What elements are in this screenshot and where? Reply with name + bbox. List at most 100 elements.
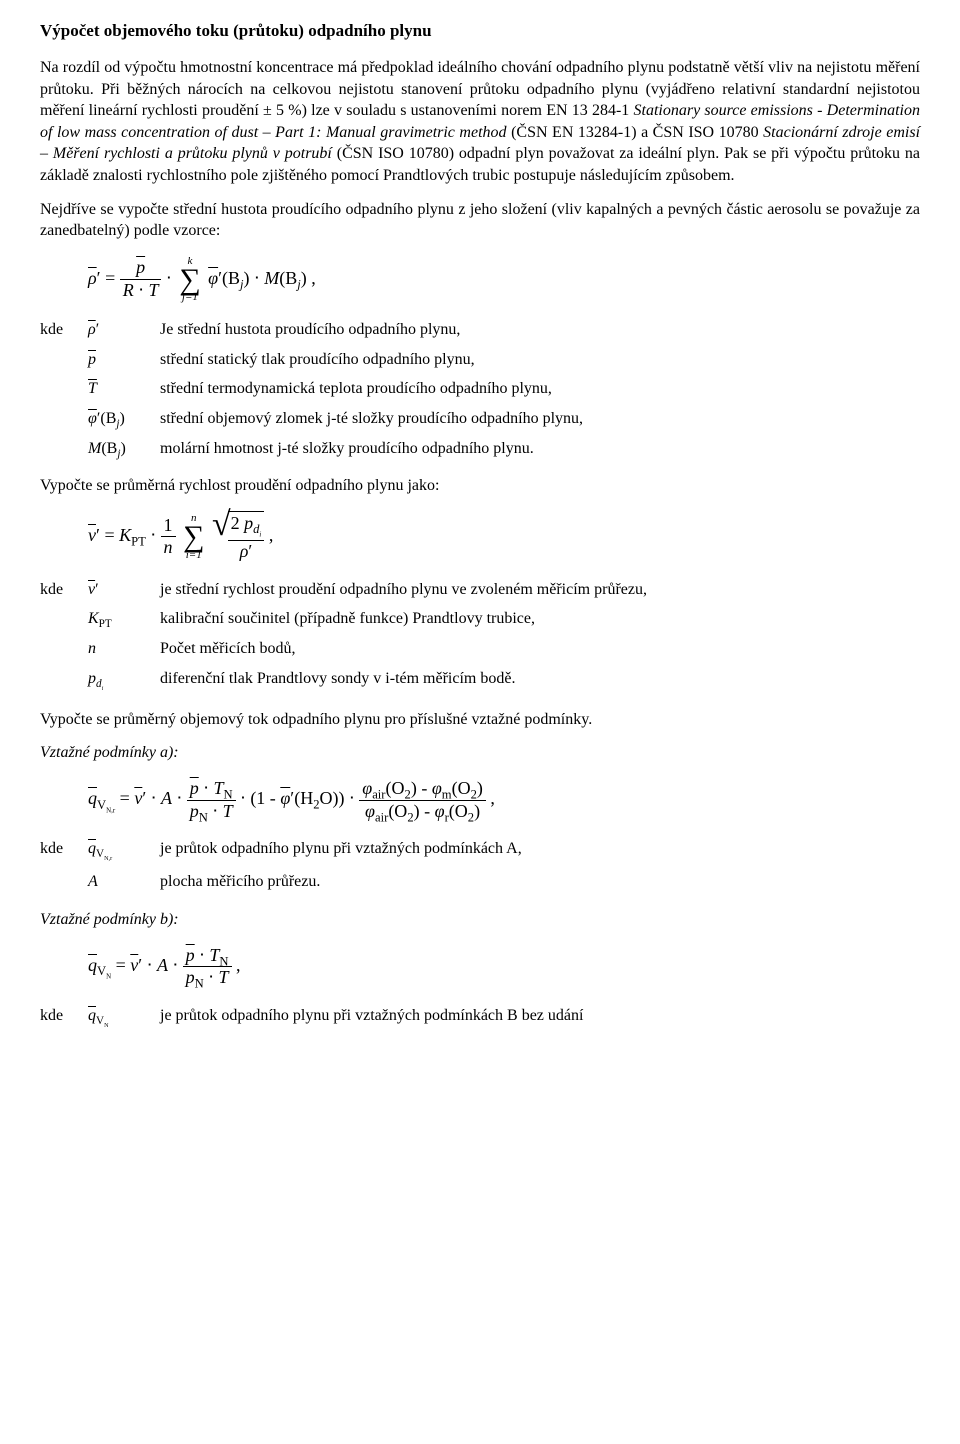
- eq4: =: [116, 955, 126, 975]
- V3: V: [97, 798, 106, 812]
- K: K: [119, 525, 131, 545]
- one-minus: (1 -: [250, 788, 276, 808]
- dot2: ⋅: [254, 268, 260, 288]
- frac-p-RT: p R ⋅ T: [120, 257, 162, 301]
- n: n: [164, 537, 173, 557]
- B2: B: [285, 268, 297, 288]
- definitions-3: kde qVN,r je průtok odpadního plynu při …: [40, 836, 920, 895]
- phi-air2: φ: [365, 801, 375, 821]
- definitions-4: kde qVN je průtok odpadního plynu při vz…: [40, 1003, 920, 1032]
- def-T-sym: T: [88, 376, 152, 402]
- R-den: R: [123, 280, 134, 300]
- def-M-desc: molární hmotnost j-té složky proudícího …: [160, 436, 920, 462]
- eq3: =: [120, 788, 130, 808]
- dot7: ⋅: [349, 788, 355, 808]
- formula-flow-b: qVN = v′ ⋅ A ⋅ p ⋅ TN pN ⋅ T ,: [88, 945, 920, 989]
- sqrt: √ 2 pdi ρ′: [212, 511, 264, 563]
- dot5: ⋅: [176, 788, 182, 808]
- pN3: p: [190, 801, 199, 821]
- frac-phiO2: φair(O2) - φm(O2) φair(O2) - φr(O2): [359, 778, 486, 822]
- def-n-desc: Počet měřicích bodů,: [160, 636, 920, 662]
- eq2: =: [104, 525, 114, 545]
- h2o: H2O: [300, 788, 332, 808]
- M: M: [264, 268, 279, 288]
- q4: q: [88, 955, 97, 975]
- def-KPT-sym: KPT: [88, 606, 152, 632]
- def-qVNr-desc: je průtok odpadního plynu při vztažných …: [160, 836, 920, 865]
- frac-pT-pNT: p ⋅ TN pN ⋅ T: [187, 778, 236, 822]
- j2: j: [297, 277, 301, 291]
- eq: =: [105, 268, 115, 288]
- T-den: T: [148, 280, 158, 300]
- pN4: p: [186, 967, 195, 987]
- comma2: ,: [269, 525, 274, 545]
- N4: N: [106, 974, 111, 981]
- kde-label-2: kde: [40, 577, 80, 603]
- dot6: ⋅: [240, 788, 246, 808]
- frac-1-n: 1 n: [161, 515, 176, 559]
- phi-air: φ: [362, 778, 372, 798]
- N3b: N: [199, 810, 208, 824]
- p4: p: [186, 945, 195, 965]
- comma3: ,: [490, 788, 495, 808]
- def-qVN-desc: je průtok odpadního plynu při vztažných …: [160, 1003, 920, 1032]
- paragraph-2: Nejdříve se vypočte střední hustota prou…: [40, 199, 920, 242]
- subhead-b: Vztažné podmínky b):: [40, 909, 920, 931]
- formula-velocity: v′ = KPT ⋅ 1 n n ∑ i=1 √ 2 pdi ρ′ ,: [88, 511, 920, 563]
- dot4: ⋅: [151, 788, 157, 808]
- sum-bot2: i=1: [186, 549, 202, 561]
- r: r: [445, 810, 449, 824]
- A4: A: [157, 955, 168, 975]
- kde-label-3: kde: [40, 836, 80, 865]
- comma1: ,: [311, 268, 316, 288]
- T4b: T: [219, 967, 229, 987]
- def-phi-sym: φ′(Bj): [88, 406, 152, 432]
- v4: v: [130, 955, 138, 975]
- page-title: Výpočet objemového toku (průtoku) odpadn…: [40, 20, 920, 43]
- def-T-desc: střední termodynamická teplota proudícíh…: [160, 376, 920, 402]
- close: )): [333, 788, 345, 808]
- dot9: ⋅: [172, 955, 178, 975]
- PT: PT: [131, 534, 146, 548]
- def-pd-desc: diferenční tlak Prandtlovy sondy v i-tém…: [160, 666, 920, 695]
- para1b-text: (ČSN EN 13284-1) a ČSN ISO 10780: [511, 124, 763, 141]
- def-p-desc: střední statický tlak proudícího odpadní…: [160, 347, 920, 373]
- two: 2: [231, 513, 240, 533]
- paragraph-4: Vypočte se průměrný objemový tok odpadní…: [40, 709, 920, 731]
- sum-bot: j=1: [182, 291, 198, 303]
- phi: φ: [208, 268, 218, 288]
- formula-density: ρ′ = p R ⋅ T ⋅ k ∑ j=1 φ′(Bj) ⋅ M(Bj) ,: [88, 256, 920, 304]
- T4: T: [209, 945, 219, 965]
- definitions-1: kde ρ′ Je střední hustota proudícího odp…: [40, 317, 920, 461]
- rho2: ρ: [240, 541, 249, 561]
- rho-sym: ρ: [88, 268, 97, 288]
- def-p-sym: p: [88, 347, 152, 373]
- p3: p: [190, 778, 199, 798]
- kde-label-4: kde: [40, 1003, 80, 1032]
- def-n-sym: n: [88, 636, 152, 662]
- air2: air: [375, 810, 388, 824]
- def-rho-desc: Je střední hustota proudícího odpadního …: [160, 317, 920, 343]
- phi-r: φ: [435, 801, 445, 821]
- minus2: -: [424, 801, 430, 821]
- j: j: [240, 277, 244, 291]
- paragraph-1: Na rozdíl od výpočtu hmotnostní koncentr…: [40, 57, 920, 187]
- frac-pT-pNT-4: p ⋅ TN pN ⋅ T: [183, 945, 232, 989]
- phi3: φ: [280, 788, 290, 808]
- phi-m: φ: [432, 778, 442, 798]
- T3: T: [213, 778, 223, 798]
- p-num: p: [136, 257, 145, 277]
- one: 1: [161, 515, 176, 538]
- kde-label: kde: [40, 317, 80, 343]
- N3: N: [223, 788, 232, 802]
- def-qVN-sym: qVN: [88, 1003, 152, 1032]
- definitions-2: kde v′ je střední rychlost proudění odpa…: [40, 577, 920, 695]
- v3: v: [134, 788, 142, 808]
- air: air: [372, 788, 385, 802]
- comma4: ,: [236, 955, 241, 975]
- def-pd-sym: pdi: [88, 666, 152, 695]
- m: m: [442, 788, 452, 802]
- N4c: N: [195, 977, 204, 991]
- q3: q: [88, 788, 97, 808]
- frac-2p-rho: 2 pdi ρ′: [228, 513, 265, 563]
